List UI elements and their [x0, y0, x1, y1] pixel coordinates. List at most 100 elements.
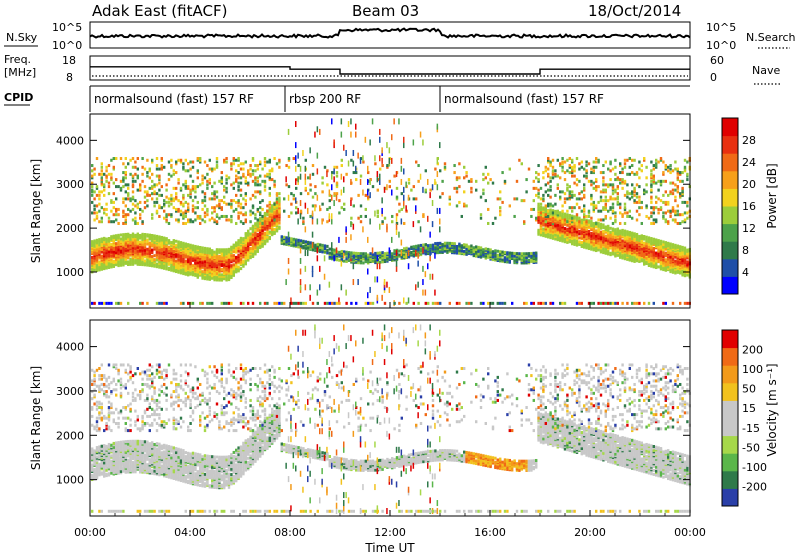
heatmap-cell: [172, 186, 175, 190]
heatmap-cell: [650, 185, 653, 189]
heatmap-cell: [91, 193, 94, 197]
heatmap-cell: [355, 178, 358, 182]
heatmap-cell: [573, 221, 576, 225]
heatmap-cell: [609, 216, 612, 220]
heatmap-cell: [566, 209, 569, 213]
heatmap-cell: [643, 158, 646, 162]
heatmap-cell: [566, 223, 569, 227]
heatmap-cell: [91, 174, 94, 178]
heatmap-cell: [263, 164, 267, 168]
heatmap-cell: [309, 188, 312, 192]
heatmap-cell: [343, 207, 346, 211]
heatmap-cell: [153, 234, 156, 238]
heatmap-cell: [602, 188, 605, 192]
heatmap-cell: [153, 241, 156, 245]
heatmap-cell: [105, 202, 108, 206]
heatmap-cell: [273, 202, 276, 206]
heatmap-cell: [547, 174, 550, 178]
heatmap-cell: [268, 192, 271, 196]
heatmap-cell: [235, 241, 238, 245]
heatmap-cell: [350, 158, 353, 162]
heatmap-cell: [184, 211, 187, 215]
heatmap-cell: [350, 301, 353, 305]
heatmap-cell: [595, 221, 598, 225]
heatmap-cell: [369, 286, 371, 293]
heatmap-cell: [230, 220, 233, 224]
heatmap-cell: [417, 281, 419, 288]
heatmap-cell: [331, 171, 334, 175]
heatmap-cell: [167, 213, 171, 217]
heatmap-cell: [211, 167, 214, 171]
heatmap-cell: [170, 213, 173, 217]
heatmap-cell: [592, 169, 595, 173]
heatmap-cell: [203, 266, 207, 270]
heatmap-cell: [153, 204, 156, 208]
heatmap-cell: [352, 251, 355, 255]
heatmap-cell: [547, 167, 550, 171]
heatmap-cell: [333, 301, 336, 305]
heatmap-cell: [369, 192, 371, 199]
heatmap-cell: [122, 250, 125, 254]
heatmap-cell: [143, 190, 147, 194]
heatmap-cell: [184, 259, 187, 263]
heatmap-cell: [571, 242, 574, 246]
heatmap-cell: [333, 200, 335, 207]
heatmap-cell: [235, 207, 238, 211]
heatmap-cell: [287, 194, 290, 201]
heatmap-cell: [470, 186, 473, 190]
heatmap-cell: [251, 172, 255, 176]
heatmap-cell: [556, 213, 559, 217]
heatmap-cell: [578, 192, 581, 196]
heatmap-cell: [304, 226, 307, 233]
heatmap-cell: [182, 195, 185, 199]
heatmap-cell: [134, 221, 137, 225]
heatmap-cell: [395, 213, 399, 217]
heatmap-cell: [369, 218, 371, 225]
heatmap-cell: [482, 192, 485, 196]
heatmap-cell: [143, 261, 147, 265]
heatmap-cell: [362, 261, 365, 265]
heatmap-cell: [95, 211, 99, 215]
heatmap-cell: [235, 200, 238, 204]
heatmap-cell: [232, 157, 235, 161]
heatmap-cell: [571, 220, 574, 224]
heatmap-cell: [535, 176, 538, 180]
heatmap-cell: [187, 185, 190, 189]
heatmap-cell: [93, 207, 96, 211]
heatmap-cell: [549, 215, 552, 219]
heatmap-cell: [604, 195, 607, 199]
heatmap-cell: [196, 270, 199, 274]
heatmap-cell: [319, 243, 322, 247]
heatmap-cell: [585, 164, 588, 168]
heatmap-cell: [496, 301, 499, 305]
heatmap-cell: [571, 218, 574, 222]
freq-panel: Freq. [MHz] 18 8 60 0 Nave: [4, 53, 780, 85]
heatmap-cell: [271, 209, 274, 213]
heatmap-cell: [93, 268, 96, 272]
heatmap-cell: [410, 188, 413, 192]
heatmap-cell: [117, 245, 120, 249]
heatmap-cell: [107, 237, 111, 241]
heatmap-cell: [170, 158, 173, 162]
heatmap-cell: [251, 243, 255, 247]
heatmap-cell: [278, 225, 281, 229]
heatmap-cell: [362, 155, 364, 162]
heatmap-cell: [410, 250, 413, 254]
heatmap-cell: [268, 202, 271, 206]
heatmap-cell: [419, 131, 422, 138]
heatmap-cell: [299, 301, 303, 305]
heatmap-cell: [119, 255, 123, 259]
heatmap-cell: [223, 248, 226, 252]
heatmap-cell: [623, 179, 627, 183]
heatmap-cell: [429, 250, 431, 257]
heatmap-cell: [206, 186, 209, 190]
heatmap-cell: [316, 247, 319, 254]
heatmap-cell: [215, 248, 219, 252]
heatmap-cell: [155, 157, 159, 161]
heatmap-cell: [583, 183, 586, 187]
heatmap-cell: [225, 214, 228, 218]
heatmap-cell: [230, 167, 233, 171]
heatmap-cell: [489, 253, 492, 257]
heatmap-cell: [403, 136, 405, 143]
heatmap-cell: [628, 230, 631, 234]
